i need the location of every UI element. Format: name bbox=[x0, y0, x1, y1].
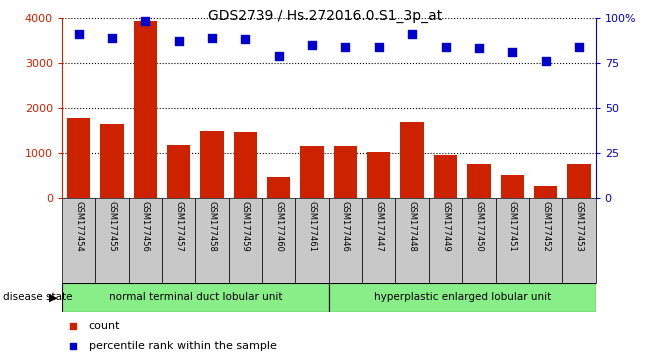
Point bbox=[507, 49, 518, 55]
FancyBboxPatch shape bbox=[495, 198, 529, 283]
FancyBboxPatch shape bbox=[296, 198, 329, 283]
FancyBboxPatch shape bbox=[195, 198, 229, 283]
FancyBboxPatch shape bbox=[429, 198, 462, 283]
Point bbox=[240, 36, 251, 42]
Bar bbox=[267, 177, 290, 198]
Point bbox=[421, 253, 431, 258]
Text: percentile rank within the sample: percentile rank within the sample bbox=[89, 341, 277, 350]
Text: GSM177448: GSM177448 bbox=[408, 201, 417, 252]
Bar bbox=[367, 152, 391, 198]
Point bbox=[421, 79, 431, 85]
Text: GSM177450: GSM177450 bbox=[475, 201, 484, 252]
Text: count: count bbox=[89, 321, 120, 331]
Point bbox=[340, 44, 351, 50]
Bar bbox=[567, 164, 590, 198]
FancyBboxPatch shape bbox=[362, 198, 396, 283]
Point bbox=[140, 18, 150, 24]
Text: GSM177446: GSM177446 bbox=[341, 201, 350, 252]
Bar bbox=[334, 146, 357, 198]
Text: GSM177455: GSM177455 bbox=[107, 201, 117, 252]
FancyBboxPatch shape bbox=[128, 198, 162, 283]
Bar bbox=[501, 175, 524, 198]
Bar bbox=[300, 146, 324, 198]
Bar bbox=[534, 186, 557, 198]
Bar bbox=[234, 132, 257, 198]
Point bbox=[74, 31, 84, 37]
Text: hyperplastic enlarged lobular unit: hyperplastic enlarged lobular unit bbox=[374, 292, 551, 302]
Text: disease state: disease state bbox=[3, 292, 73, 302]
Text: normal terminal duct lobular unit: normal terminal duct lobular unit bbox=[109, 292, 282, 302]
Point bbox=[307, 42, 317, 47]
FancyBboxPatch shape bbox=[329, 198, 362, 283]
Text: GSM177451: GSM177451 bbox=[508, 201, 517, 252]
FancyBboxPatch shape bbox=[562, 198, 596, 283]
Point bbox=[407, 31, 417, 37]
Point bbox=[374, 44, 384, 50]
Point bbox=[273, 53, 284, 58]
Text: GSM177457: GSM177457 bbox=[174, 201, 183, 252]
FancyBboxPatch shape bbox=[62, 198, 95, 283]
FancyBboxPatch shape bbox=[162, 198, 195, 283]
Text: GSM177460: GSM177460 bbox=[274, 201, 283, 252]
Bar bbox=[67, 118, 90, 198]
FancyBboxPatch shape bbox=[329, 283, 596, 312]
Text: GSM177454: GSM177454 bbox=[74, 201, 83, 252]
Text: GSM177447: GSM177447 bbox=[374, 201, 383, 252]
Text: GSM177453: GSM177453 bbox=[574, 201, 583, 252]
Bar bbox=[434, 155, 457, 198]
Text: ▶: ▶ bbox=[49, 292, 57, 302]
Point bbox=[173, 38, 184, 44]
FancyBboxPatch shape bbox=[262, 198, 296, 283]
Point bbox=[574, 44, 584, 50]
FancyBboxPatch shape bbox=[229, 198, 262, 283]
Text: GSM177449: GSM177449 bbox=[441, 201, 450, 252]
FancyBboxPatch shape bbox=[529, 198, 562, 283]
Text: GSM177456: GSM177456 bbox=[141, 201, 150, 252]
FancyBboxPatch shape bbox=[62, 283, 329, 312]
Bar bbox=[467, 164, 491, 198]
Point bbox=[440, 44, 450, 50]
Point bbox=[540, 58, 551, 64]
Bar bbox=[400, 122, 424, 198]
FancyBboxPatch shape bbox=[95, 198, 128, 283]
Bar bbox=[167, 145, 190, 198]
Text: GSM177461: GSM177461 bbox=[307, 201, 316, 252]
Text: GDS2739 / Hs.272016.0.S1_3p_at: GDS2739 / Hs.272016.0.S1_3p_at bbox=[208, 9, 443, 23]
Point bbox=[474, 46, 484, 51]
Text: GSM177459: GSM177459 bbox=[241, 201, 250, 252]
Text: GSM177452: GSM177452 bbox=[541, 201, 550, 252]
FancyBboxPatch shape bbox=[462, 198, 495, 283]
Bar bbox=[201, 131, 224, 198]
Text: GSM177458: GSM177458 bbox=[208, 201, 217, 252]
Point bbox=[107, 35, 117, 40]
Bar bbox=[133, 21, 157, 198]
FancyBboxPatch shape bbox=[396, 198, 429, 283]
Point bbox=[207, 35, 217, 40]
Bar bbox=[100, 124, 124, 198]
